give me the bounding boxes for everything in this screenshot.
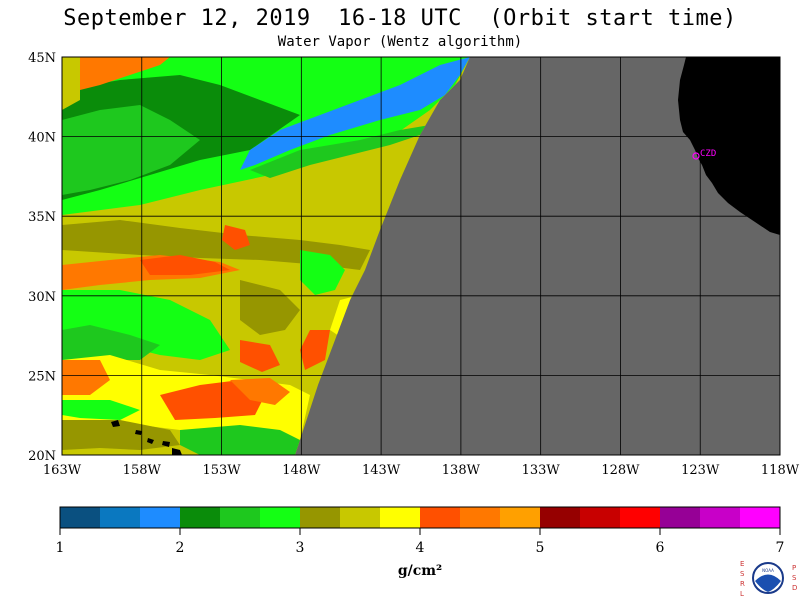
lat-tick-label: 25N (28, 369, 56, 384)
map-frame (61, 56, 781, 456)
colorbar-tick-label: 7 (776, 540, 785, 556)
colorbar-units: g/cm² (397, 563, 443, 579)
station-label: CZD (700, 149, 716, 159)
logo-letter: P (792, 564, 796, 572)
logo-letter: S (740, 570, 745, 578)
logo-letter: S (792, 574, 797, 582)
lon-tick-label: 143W (362, 463, 401, 478)
lat-tick-label: 20N (28, 449, 56, 464)
land-area (678, 57, 780, 235)
colorbar-tick-label: 3 (296, 540, 305, 556)
logo-letter: E (740, 560, 744, 568)
lat-tick-label: 30N (28, 290, 56, 305)
lon-tick-label: 123W (681, 463, 720, 478)
lon-tick-label: 158W (123, 463, 162, 478)
station-marker (692, 152, 700, 160)
lon-tick-label: 138W (442, 463, 481, 478)
colorbar-tick-label: 4 (416, 540, 425, 556)
colorbar-tick-label: 5 (536, 540, 545, 556)
colorbar-tick-label: 2 (176, 540, 185, 556)
lon-tick-label: 153W (202, 463, 241, 478)
lat-tick-label: 45N (28, 51, 56, 66)
lon-tick-label: 118W (761, 463, 800, 478)
map-title: September 12, 2019 16-18 UTC (Orbit star… (63, 6, 737, 31)
colorbar-tick-label: 6 (656, 540, 665, 556)
noaa-emblem-text: NOAA (762, 568, 774, 573)
lon-tick-label: 133W (522, 463, 561, 478)
lat-tick-label: 40N (28, 131, 56, 146)
logo-letter: D (792, 584, 797, 592)
lon-tick-label: 148W (282, 463, 321, 478)
logo-letter: R (740, 580, 745, 588)
lat-lon-grid (62, 57, 780, 455)
water-vapor-map: CZD 163W 158W 153W 148W 143W 138W 133W 128W 123W… (28, 51, 800, 478)
lat-tick-label: 35N (28, 210, 56, 225)
lon-tick-label: 163W (43, 463, 82, 478)
hawaii-islands (111, 420, 182, 455)
lon-tick-label: 128W (601, 463, 640, 478)
map-subtitle: Water Vapor (Wentz algorithm) (277, 34, 523, 50)
logo-letter: L (740, 590, 744, 598)
colorbar-ticks: 1 2 3 4 5 6 7 (56, 528, 785, 556)
colorbar-tick-label: 1 (56, 540, 65, 556)
axis-tick-labels: 163W 158W 153W 148W 143W 138W 133W 128W 123W 118W… (28, 51, 800, 478)
